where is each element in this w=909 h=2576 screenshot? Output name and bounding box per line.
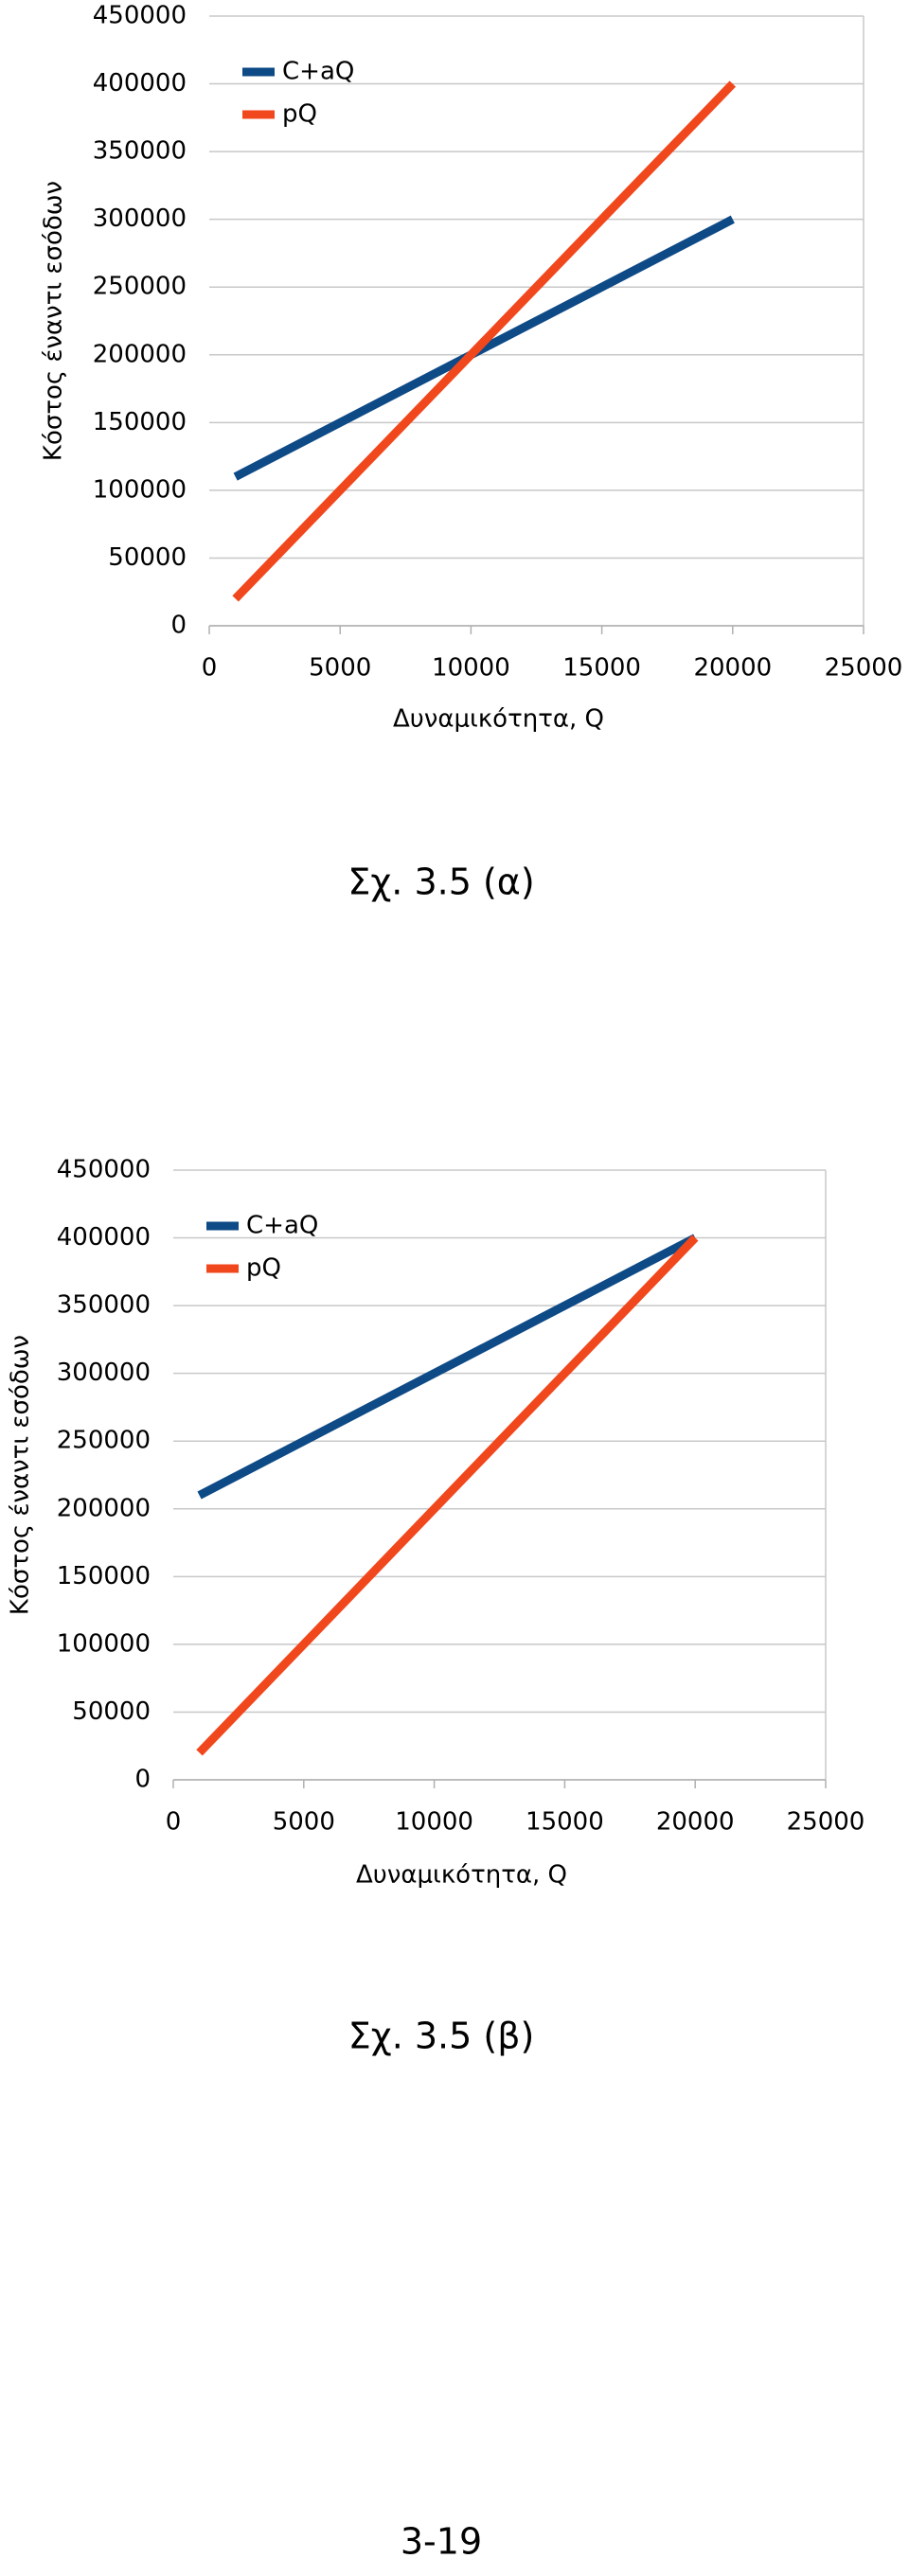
legend-label: C+aQ (282, 58, 354, 86)
x-tick-label: 25000 (825, 654, 903, 683)
x-tick-label: 15000 (526, 1808, 604, 1837)
y-tick-label: 0 (170, 612, 187, 640)
x-axis-label: Δυναμικότητα, Q (393, 705, 604, 734)
y-axis-label: Κόστος έναντι εσόδων (40, 181, 68, 461)
y-tick-label: 200000 (93, 340, 187, 368)
y-tick-label: 100000 (93, 475, 187, 504)
y-tick-label: 50000 (108, 543, 187, 572)
y-tick-label: 250000 (93, 273, 187, 301)
y-tick-label: 450000 (57, 1156, 151, 1184)
y-tick-label: 150000 (57, 1562, 151, 1590)
y-tick-label: 350000 (93, 137, 187, 166)
y-tick-label: 100000 (57, 1629, 151, 1658)
legend-label: pQ (246, 1254, 281, 1283)
y-tick-label: 250000 (57, 1427, 151, 1455)
series-line (232, 80, 737, 602)
x-tick-label: 20000 (656, 1808, 735, 1837)
series-line (197, 1234, 698, 1500)
x-tick-label: 5000 (309, 654, 371, 683)
series-line (196, 1235, 699, 1756)
series-line (233, 215, 735, 481)
x-tick-label: 25000 (787, 1808, 865, 1837)
x-tick-label: 0 (202, 654, 218, 683)
x-axis-label: Δυναμικότητα, Q (356, 1861, 567, 1890)
y-tick-label: 350000 (57, 1291, 151, 1320)
x-tick-label: 5000 (273, 1808, 335, 1837)
y-tick-label: 150000 (93, 408, 187, 436)
x-tick-label: 10000 (395, 1808, 473, 1837)
y-tick-label: 400000 (93, 69, 187, 98)
y-tick-label: 450000 (93, 2, 187, 30)
figure-caption: Σχ. 3.5 (α) (348, 862, 534, 903)
x-tick-label: 20000 (693, 654, 772, 683)
y-tick-label: 300000 (93, 204, 187, 233)
y-tick-label: 50000 (72, 1697, 151, 1726)
y-tick-label: 300000 (57, 1359, 151, 1387)
legend-label: C+aQ (246, 1212, 318, 1240)
y-tick-label: 0 (134, 1766, 151, 1794)
x-tick-label: 15000 (562, 654, 641, 683)
figure-caption: Σχ. 3.5 (β) (348, 2016, 535, 2057)
legend-label: pQ (282, 100, 317, 129)
y-axis-label: Κόστος έναντι εσόδων (7, 1335, 35, 1615)
x-tick-label: 0 (166, 1808, 182, 1837)
page-number: 3-19 (401, 2521, 482, 2563)
y-tick-label: 200000 (57, 1494, 151, 1522)
x-tick-label: 10000 (432, 654, 510, 683)
y-tick-label: 400000 (57, 1223, 151, 1252)
